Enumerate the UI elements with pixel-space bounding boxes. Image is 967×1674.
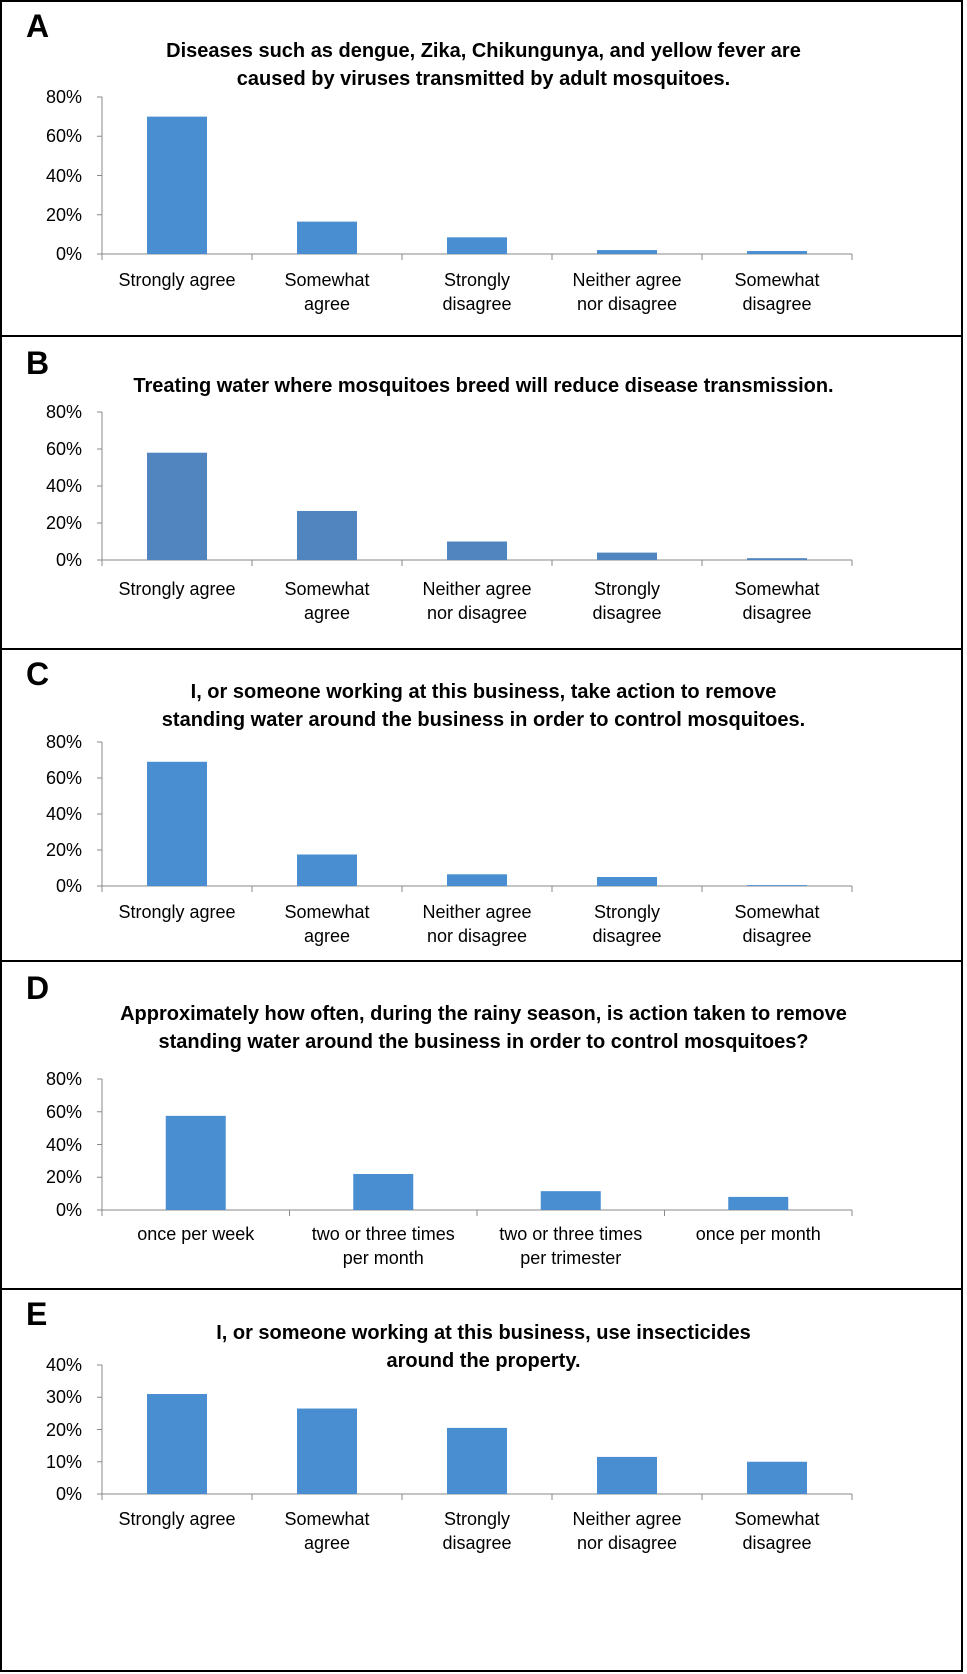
bar: [447, 874, 507, 886]
y-tick-label: 0%: [55, 244, 82, 264]
y-tick-label: 20%: [45, 1419, 82, 1440]
x-tick-label: two or three times per trimester: [499, 1224, 643, 1268]
panel-label: B: [26, 345, 50, 381]
x-tick-label: Strongly disagree: [442, 270, 512, 314]
panel-label: D: [26, 970, 50, 1006]
y-tick-label: 0%: [55, 1200, 82, 1220]
bar: [165, 1115, 226, 1210]
bar: [447, 1427, 507, 1494]
chart-title: Diseases such as dengue, Zika, Chikungun…: [166, 40, 801, 90]
y-tick-label: 60%: [45, 1101, 82, 1122]
panel: A Diseases such as dengue, Zika, Chikungu…: [0, 0, 963, 335]
bar: [297, 510, 357, 560]
y-tick-label: 60%: [45, 126, 82, 147]
y-tick-label: 80%: [45, 87, 82, 107]
bar: [147, 116, 207, 254]
bar: [297, 221, 357, 254]
y-tick-label: 40%: [45, 1355, 82, 1375]
x-tick-label: Neither agree nor disagree: [572, 1509, 682, 1553]
x-tick-label: Somewhat agree: [284, 270, 370, 314]
panel: B Treating water where mosquitoes breed w…: [0, 335, 963, 648]
x-tick-label: Strongly disagree: [592, 902, 662, 946]
y-tick-label: 40%: [45, 165, 82, 186]
x-tick-label: Strongly agree: [118, 270, 236, 290]
y-tick-label: 40%: [45, 476, 82, 496]
x-tick-label: Strongly agree: [118, 1509, 236, 1529]
y-tick-label: 40%: [45, 804, 82, 824]
y-tick-label: 20%: [45, 204, 82, 225]
bar: [147, 452, 207, 560]
x-tick-label: Strongly disagree: [442, 1509, 512, 1553]
panel-label: E: [26, 1296, 48, 1332]
plot: [97, 1078, 853, 1216]
x-tick-label: Somewhat agree: [284, 579, 370, 623]
y-tick-label: 30%: [45, 1387, 82, 1408]
y-tick-label: 80%: [45, 1069, 82, 1089]
plot: [97, 1364, 853, 1500]
y-tick-label: 20%: [45, 840, 82, 860]
x-tick-label: once per week: [137, 1224, 255, 1244]
x-tick-label: Strongly disagree: [592, 579, 662, 623]
panel-label: A: [26, 8, 50, 44]
plot: [97, 411, 853, 566]
x-tick-label: Somewhat disagree: [734, 1509, 820, 1553]
x-tick-label: Neither agree nor disagree: [422, 902, 532, 946]
x-tick-label: Neither agree nor disagree: [572, 270, 682, 314]
y-tick-label: 80%: [45, 732, 82, 752]
panel: E I, or someone working at this business,…: [0, 1288, 963, 1672]
bar: [597, 552, 657, 560]
chart-title: I, or someone working at this business, …: [216, 1322, 751, 1372]
bar: [728, 1196, 789, 1210]
panel: C I, or someone working at this business,…: [0, 648, 963, 960]
x-tick-label: Somewhat disagree: [734, 270, 820, 314]
bar: [147, 1394, 207, 1494]
x-tick-label: Somewhat disagree: [734, 902, 820, 946]
y-tick-label: 80%: [45, 402, 82, 422]
y-tick-label: 60%: [45, 439, 82, 459]
y-tick-label: 10%: [45, 1451, 82, 1472]
plot: [97, 96, 853, 260]
chart-title: Treating water where mosquitoes breed wi…: [133, 375, 834, 397]
x-tick-label: once per month: [695, 1224, 821, 1244]
bar: [747, 251, 807, 254]
y-tick-label: 40%: [45, 1134, 82, 1155]
bar: [597, 1456, 657, 1494]
x-tick-label: Somewhat agree: [284, 1509, 370, 1553]
bar: [597, 250, 657, 254]
bar: [297, 854, 357, 886]
chart-title: I, or someone working at this business, …: [161, 681, 806, 731]
x-tick-label: Somewhat agree: [284, 902, 370, 946]
y-tick-label: 20%: [45, 513, 82, 533]
y-tick-label: 0%: [55, 1484, 82, 1504]
bar: [353, 1173, 414, 1210]
x-tick-label: Somewhat disagree: [734, 579, 820, 623]
bar: [147, 761, 207, 886]
y-tick-label: 20%: [45, 1167, 82, 1188]
y-tick-label: 0%: [55, 876, 82, 896]
panel-label: C: [26, 656, 50, 692]
bar: [447, 237, 507, 254]
bar: [747, 1461, 807, 1494]
y-tick-label: 60%: [45, 768, 82, 788]
x-tick-label: Neither agree nor disagree: [422, 579, 532, 623]
bar: [447, 541, 507, 560]
bar: [747, 885, 807, 886]
bar: [747, 558, 807, 560]
bar: [297, 1408, 357, 1494]
panel: D Approximately how often, during the rai…: [0, 960, 963, 1288]
chart-title: Approximately how often, during the rain…: [120, 1003, 847, 1053]
bar: [597, 877, 657, 886]
x-tick-label: two or three times per month: [311, 1224, 455, 1268]
bar: [540, 1191, 601, 1210]
x-tick-label: Strongly agree: [118, 579, 236, 599]
plot: [97, 741, 853, 892]
x-tick-label: Strongly agree: [118, 902, 236, 922]
y-tick-label: 0%: [55, 550, 82, 570]
